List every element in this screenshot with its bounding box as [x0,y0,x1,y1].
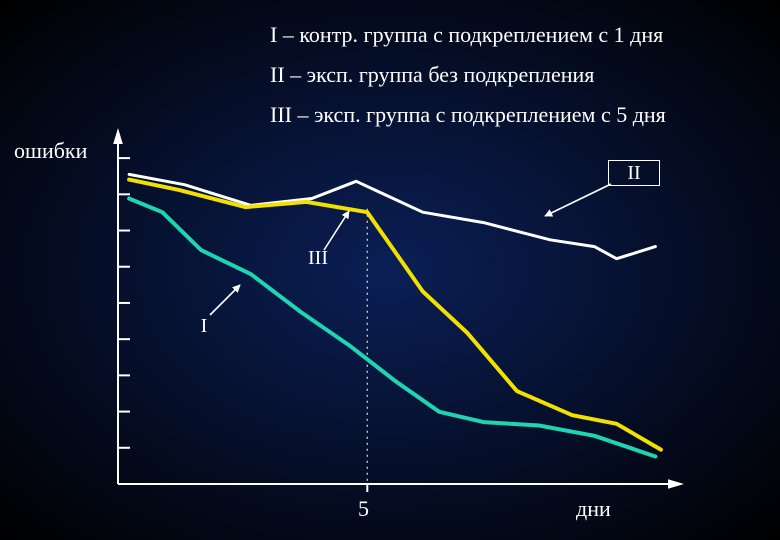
x-axis-label-days: дни [576,496,611,522]
legend-item-1: I – контр. группа с подкреплением с 1 дн… [270,22,663,48]
y-axis-label: ошибки [14,138,87,164]
callout-series-2: II [608,160,660,186]
callout-series-3: III [298,248,338,268]
legend-item-3: III – эксп. группа с подкреплением с 5 д… [270,102,666,128]
x-axis-tick-label-5: 5 [358,496,369,522]
chart-stage: I – контр. группа с подкреплением с 1 дн… [0,0,780,540]
legend-item-2: II – эксп. группа без подкрепления [270,62,594,88]
callout-series-1: I [194,316,214,336]
